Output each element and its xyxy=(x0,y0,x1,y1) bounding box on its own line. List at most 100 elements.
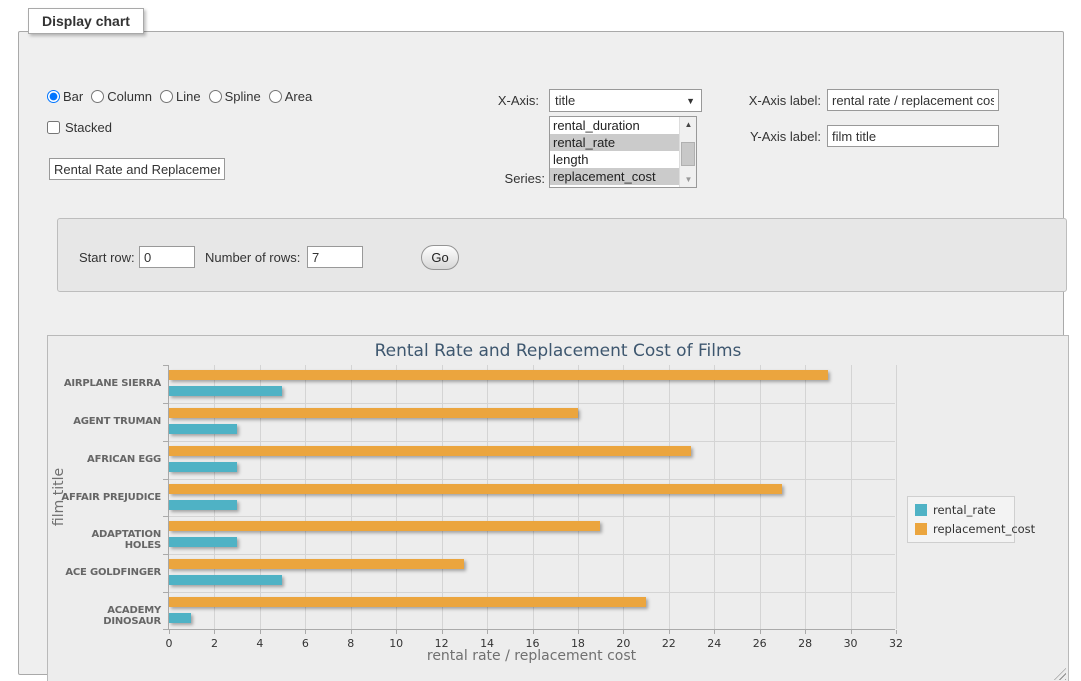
series-select-label: Series: xyxy=(457,171,545,186)
gridline xyxy=(214,365,215,629)
x-axis-tick xyxy=(669,630,670,634)
chart-type-label: Column xyxy=(107,89,152,104)
x-axis-select[interactable]: title ▼ xyxy=(549,89,702,112)
gridline xyxy=(351,365,352,629)
chart-container: Rental Rate and Replacement Cost of Film… xyxy=(47,335,1069,681)
go-button[interactable]: Go xyxy=(421,245,459,270)
gridline xyxy=(805,365,806,629)
gridline xyxy=(305,365,306,629)
bar-replacement_cost-african-egg[interactable] xyxy=(169,446,691,456)
series-listbox[interactable]: rental_durationrental_ratelengthreplacem… xyxy=(549,116,697,188)
series-option-rental_duration[interactable]: rental_duration xyxy=(550,117,696,134)
y-axis-label-caption: Y-Axis label: xyxy=(719,129,821,144)
display-chart-fieldset: BarColumnLineSplineArea Stacked X-Axis: … xyxy=(18,31,1064,675)
y-axis-tick xyxy=(163,479,168,480)
chart-legend: rental_rate replacement_cost xyxy=(907,496,1015,543)
series-option-rental_rate[interactable]: rental_rate xyxy=(550,134,696,151)
gridline xyxy=(442,365,443,629)
x-axis-tick xyxy=(805,630,806,634)
bar-rental_rate-academy-dinosaur[interactable] xyxy=(169,613,191,623)
y-axis-tick xyxy=(163,441,168,442)
bar-rental_rate-agent-truman[interactable] xyxy=(169,424,237,434)
chart-type-radio-bar[interactable] xyxy=(47,90,60,103)
chart-title: Rental Rate and Replacement Cost of Film… xyxy=(48,341,1068,361)
gridline xyxy=(487,365,488,629)
gridline xyxy=(169,479,895,480)
x-axis-tick xyxy=(578,630,579,634)
bar-rental_rate-airplane-sierra[interactable] xyxy=(169,386,282,396)
num-rows-input[interactable] xyxy=(307,246,363,268)
x-axis-label-input[interactable] xyxy=(827,89,999,111)
chart-type-option-spline: Spline xyxy=(209,89,261,104)
x-axis-tick xyxy=(760,630,761,634)
gridline xyxy=(623,365,624,629)
chart-title-input[interactable] xyxy=(49,158,225,180)
bar-replacement_cost-adaptation-holes[interactable] xyxy=(169,521,600,531)
legend-item-rental_rate[interactable]: rental_rate xyxy=(915,503,1007,517)
bar-replacement_cost-affair-prejudice[interactable] xyxy=(169,484,782,494)
x-axis-tick xyxy=(351,630,352,634)
legend-label: replacement_cost xyxy=(933,522,1035,536)
x-axis-select-label: X-Axis: xyxy=(449,93,539,108)
category-label: AGENT TRUMAN xyxy=(57,416,161,427)
bar-replacement_cost-agent-truman[interactable] xyxy=(169,408,578,418)
bar-replacement_cost-airplane-sierra[interactable] xyxy=(169,370,828,380)
chart-type-option-line: Line xyxy=(160,89,201,104)
scroll-up-icon[interactable]: ▲ xyxy=(680,117,697,132)
x-axis-tick xyxy=(260,630,261,634)
category-label: ADAPTATION HOLES xyxy=(57,529,161,551)
resize-handle-icon[interactable] xyxy=(1054,668,1066,680)
x-axis-tick xyxy=(169,630,170,634)
chevron-down-icon: ▼ xyxy=(686,96,701,106)
gridline xyxy=(851,365,852,629)
bar-rental_rate-african-egg[interactable] xyxy=(169,462,237,472)
legend-item-replacement_cost[interactable]: replacement_cost xyxy=(915,522,1007,536)
bar-replacement_cost-academy-dinosaur[interactable] xyxy=(169,597,646,607)
bar-rental_rate-ace-goldfinger[interactable] xyxy=(169,575,282,585)
stacked-checkbox[interactable] xyxy=(47,121,60,134)
y-axis-tick xyxy=(163,629,168,630)
series-option-length[interactable]: length xyxy=(550,151,696,168)
y-axis-tick xyxy=(163,365,168,366)
chart-type-radio-area[interactable] xyxy=(269,90,282,103)
gridline xyxy=(169,554,895,555)
gridline xyxy=(714,365,715,629)
gridline xyxy=(260,365,261,629)
series-list-scrollbar[interactable]: ▲ ▼ xyxy=(679,117,696,187)
chart-plot-area: 02468101214161820222426283032AIRPLANE SI… xyxy=(168,365,895,630)
bar-rental_rate-affair-prejudice[interactable] xyxy=(169,500,237,510)
category-label: ACADEMY DINOSAUR xyxy=(57,605,161,627)
scroll-down-icon[interactable]: ▼ xyxy=(680,172,697,187)
gridline xyxy=(533,365,534,629)
start-row-label: Start row: xyxy=(79,250,135,265)
gridline xyxy=(669,365,670,629)
gridline xyxy=(760,365,761,629)
y-axis-tick xyxy=(163,554,168,555)
x-axis-tick xyxy=(896,630,897,634)
bar-rental_rate-adaptation-holes[interactable] xyxy=(169,537,237,547)
y-axis-label-input[interactable] xyxy=(827,125,999,147)
gridline xyxy=(169,441,895,442)
x-axis-tick xyxy=(214,630,215,634)
chart-type-label: Line xyxy=(176,89,201,104)
num-rows-label: Number of rows: xyxy=(205,250,300,265)
gridline xyxy=(578,365,579,629)
chart-type-radio-spline[interactable] xyxy=(209,90,222,103)
chart-type-radio-column[interactable] xyxy=(91,90,104,103)
bar-replacement_cost-ace-goldfinger[interactable] xyxy=(169,559,464,569)
chart-type-label: Spline xyxy=(225,89,261,104)
chart-type-option-column: Column xyxy=(91,89,152,104)
x-axis-label-caption: X-Axis label: xyxy=(719,93,821,108)
chart-type-label: Bar xyxy=(63,89,83,104)
category-label: AFRICAN EGG xyxy=(57,454,161,465)
start-row-input[interactable] xyxy=(139,246,195,268)
gridline xyxy=(169,592,895,593)
chart-type-option-area: Area xyxy=(269,89,312,104)
stacked-label: Stacked xyxy=(65,120,112,135)
x-axis-tick xyxy=(305,630,306,634)
series-option-replacement_cost[interactable]: replacement_cost xyxy=(550,168,696,185)
scroll-thumb[interactable] xyxy=(681,142,695,166)
chart-type-radio-line[interactable] xyxy=(160,90,173,103)
x-axis-tick xyxy=(623,630,624,634)
category-label: ACE GOLDFINGER xyxy=(57,567,161,578)
